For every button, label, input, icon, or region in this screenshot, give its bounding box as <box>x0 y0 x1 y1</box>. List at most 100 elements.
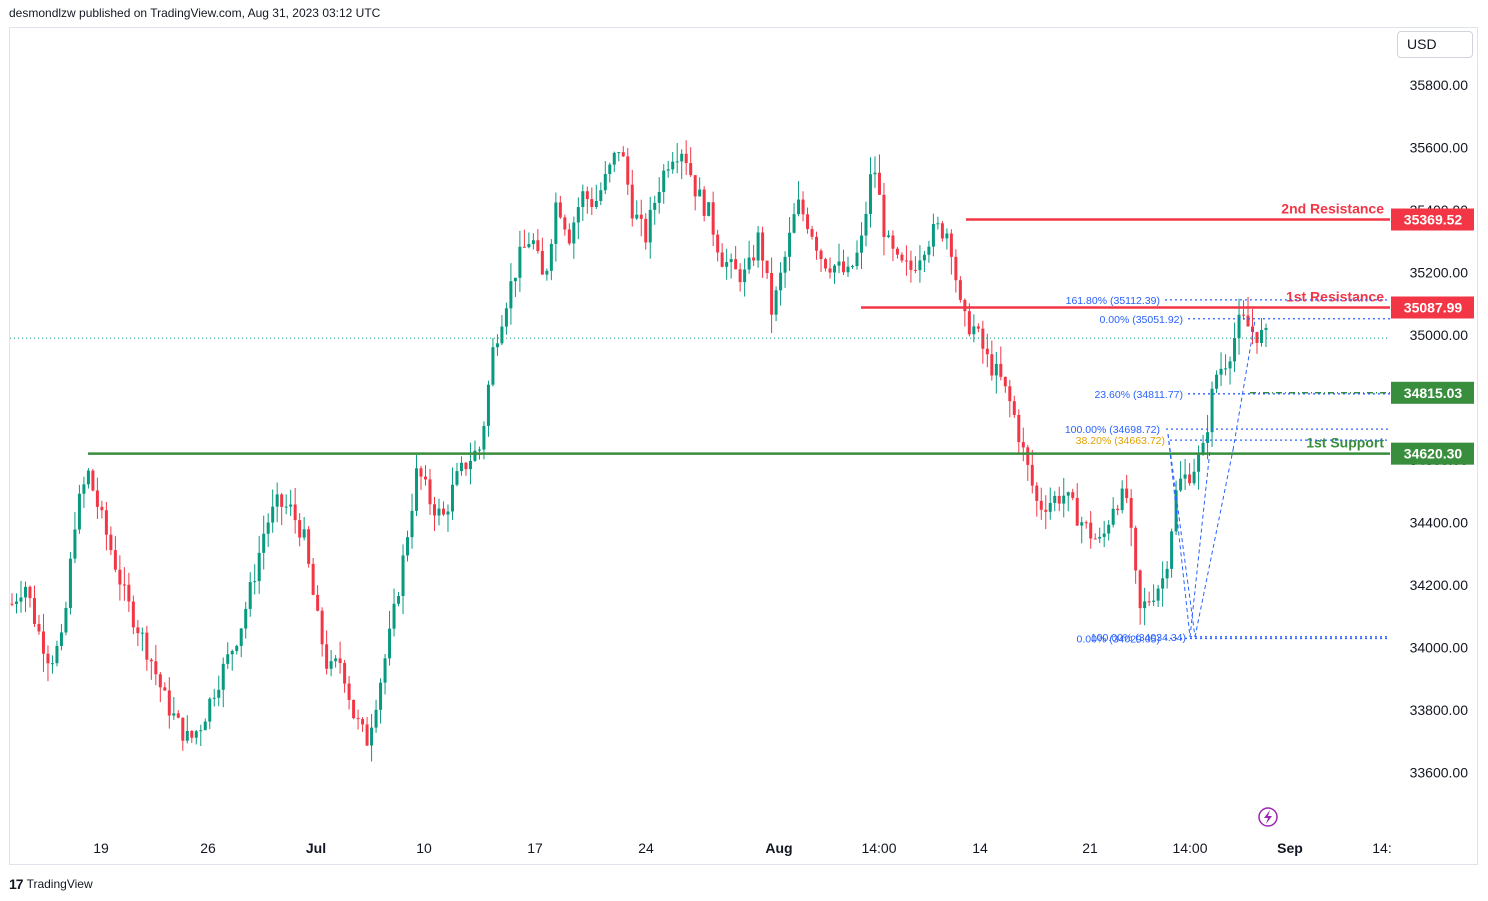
candle-body <box>509 281 513 309</box>
candle-body <box>262 533 266 553</box>
candle-body <box>491 347 495 385</box>
candle-body <box>1080 522 1084 526</box>
candle-body <box>338 658 342 664</box>
price-tick-label: 35000.00 <box>1410 327 1469 343</box>
fib-label: 161.80% (35112.39) <box>1066 295 1160 307</box>
candle-body <box>1165 568 1169 579</box>
candle-body <box>239 628 243 646</box>
lightning-icon[interactable] <box>1258 807 1278 827</box>
candle-body <box>994 363 998 376</box>
candle-body <box>212 697 216 699</box>
candle-body <box>203 721 207 731</box>
price-tick-label: 34400.00 <box>1410 515 1469 531</box>
candle-body <box>909 260 913 270</box>
price-axis: 35800.0035600.0035400.0035200.0035000.00… <box>1410 77 1469 781</box>
candle-body <box>248 582 252 609</box>
candle-body <box>949 233 953 257</box>
candle-body <box>109 534 113 551</box>
time-tick-label: 19 <box>93 840 109 856</box>
level-label: 2nd Resistance <box>1281 201 1384 217</box>
candle-body <box>734 259 738 270</box>
candle-body <box>131 601 135 628</box>
candle-body <box>900 254 904 261</box>
candle-body <box>1219 368 1223 375</box>
candle-body <box>707 202 711 216</box>
price-marker[interactable]: 35369.52 <box>1391 208 1474 231</box>
candle-body <box>513 277 517 282</box>
tradingview-brand[interactable]: 17 TradingView <box>9 876 93 892</box>
candle-body <box>1161 578 1165 589</box>
candle-body <box>37 623 41 632</box>
candle-body <box>343 663 347 684</box>
candle-body <box>806 214 810 230</box>
time-tick-label: 17 <box>527 840 543 856</box>
price-marker-label: 35369.52 <box>1404 212 1463 228</box>
candle-body <box>1129 498 1133 528</box>
currency-button[interactable]: USD <box>1397 31 1473 58</box>
candle-body <box>1030 464 1034 486</box>
candle-body <box>271 506 275 523</box>
candle-body <box>882 194 886 237</box>
candle-body <box>1071 492 1075 498</box>
candle-body <box>1044 509 1048 512</box>
fib-label: 0.00% (34029.05) <box>1077 633 1160 645</box>
candle-body <box>316 594 320 611</box>
price-markers: 35369.52 35087.99 34815.03 34620.30 <box>1391 208 1474 465</box>
candle-body <box>10 603 14 605</box>
candle-body <box>859 235 863 253</box>
candle-series <box>10 140 1268 762</box>
chart-frame[interactable] <box>9 27 1478 865</box>
candle-body <box>972 326 976 335</box>
candle-body <box>653 202 657 210</box>
time-axis: 19 26 Jul 10 17 24 Aug 14:00 14 21 14:00 Sep 14: <box>93 840 1392 856</box>
price-marker[interactable]: 34620.30 <box>1391 442 1474 465</box>
candle-body <box>163 687 167 691</box>
price-marker-bg <box>1391 442 1474 465</box>
candle-body <box>1170 531 1174 569</box>
candle-body <box>958 280 962 300</box>
candle-body <box>1075 497 1079 526</box>
candle-body <box>563 217 567 230</box>
price-marker[interactable]: 34815.03 <box>1391 381 1474 404</box>
candle-body <box>522 246 526 248</box>
candle-body <box>410 510 414 538</box>
candle-body <box>536 240 540 251</box>
candle-body <box>468 460 472 470</box>
candle-body <box>172 713 176 716</box>
candle-body <box>1048 502 1052 512</box>
fib-label: 23.60% (34811.77) <box>1094 389 1183 401</box>
candle-body <box>1143 601 1147 609</box>
time-tick-label: 24 <box>638 840 654 856</box>
candle-body <box>783 256 787 273</box>
price-tick-label: 33600.00 <box>1410 765 1469 781</box>
time-tick-label: 14: <box>1372 840 1391 856</box>
lightning-icon-ring <box>1258 807 1278 827</box>
candle-body <box>495 343 499 348</box>
fib-label: 100.00% (34698.72) <box>1065 424 1160 436</box>
candle-body <box>594 200 598 207</box>
time-tick-label: Jul <box>306 840 326 856</box>
candle-body <box>149 659 153 662</box>
candle-body <box>450 484 454 512</box>
candle-body <box>455 471 459 485</box>
candle-body <box>540 250 544 275</box>
candle-body <box>918 260 922 271</box>
candle-body <box>154 661 158 675</box>
candle-body <box>23 586 27 598</box>
price-marker[interactable]: 35087.99 <box>1391 296 1474 319</box>
lightning-icon-bolt <box>1264 810 1272 824</box>
candle-body <box>797 199 801 215</box>
fib-projection-line <box>1167 433 1196 638</box>
price-marker-bg <box>1391 296 1474 319</box>
fib-label: 0.00% (35051.92) <box>1100 314 1183 326</box>
candle-body <box>927 246 931 255</box>
candle-body <box>886 235 890 237</box>
candle-body <box>1039 500 1043 510</box>
candle-body <box>680 153 684 162</box>
candle-body <box>1111 508 1115 525</box>
candle-body <box>738 269 742 283</box>
candle-body <box>599 190 603 201</box>
candle-body <box>720 252 724 267</box>
candle-body <box>122 584 126 586</box>
